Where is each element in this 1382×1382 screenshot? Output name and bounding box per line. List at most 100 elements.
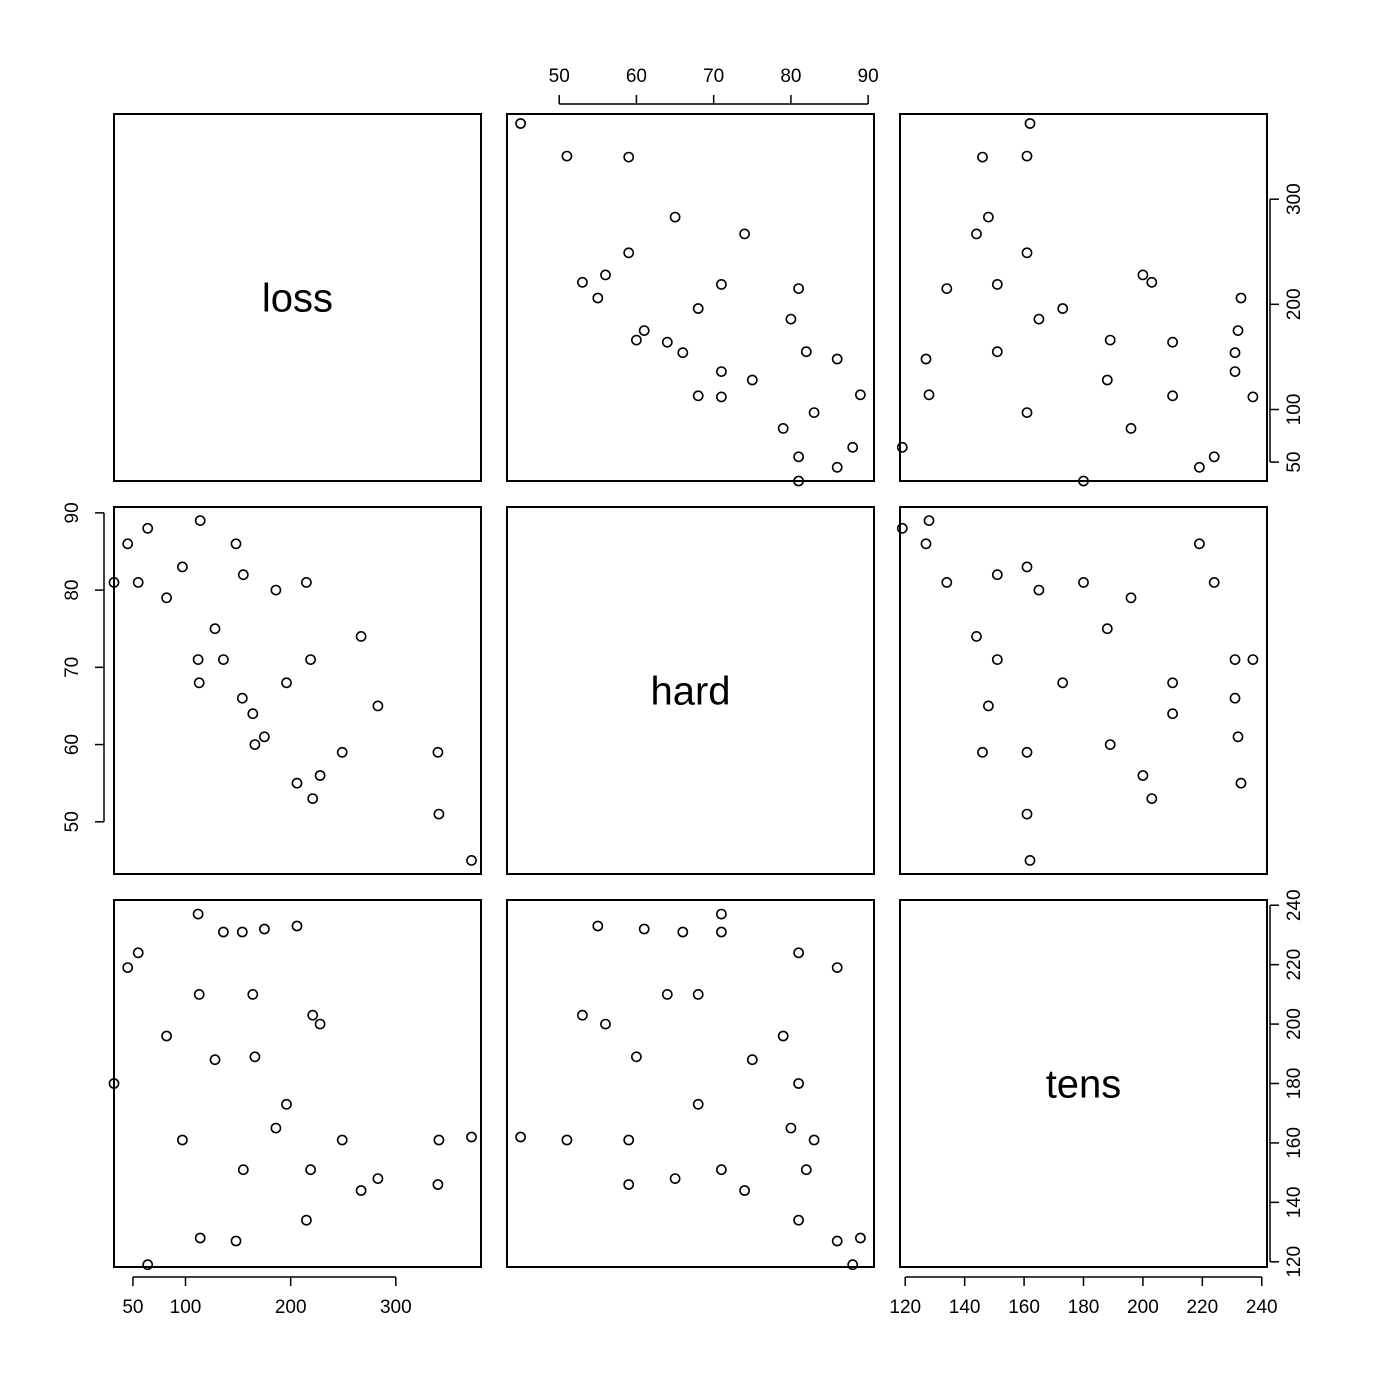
x-tick-label-hard: 90 xyxy=(858,66,879,87)
panel-frame-loss-tens xyxy=(899,113,1268,482)
point-loss-vs-tens xyxy=(1194,461,1205,473)
point-loss-vs-tens xyxy=(1021,150,1033,162)
y-tick-label-loss: 300 xyxy=(1284,183,1305,215)
y-tick-label-loss: 50 xyxy=(1284,452,1305,473)
y-tick-label-hard: 90 xyxy=(62,502,83,523)
point-loss-vs-hard xyxy=(716,278,727,290)
point-hard-vs-loss xyxy=(237,569,249,581)
point-tens-vs-loss xyxy=(192,908,204,920)
point-tens-vs-hard xyxy=(716,1164,727,1176)
point-loss-vs-tens xyxy=(923,389,935,401)
point-tens-vs-loss xyxy=(307,1009,319,1021)
point-hard-vs-tens xyxy=(1232,731,1244,743)
y-tick-label-tens: 240 xyxy=(1284,889,1305,921)
point-tens-vs-loss xyxy=(300,1214,312,1226)
point-loss-vs-hard xyxy=(808,407,820,418)
point-tens-vs-loss xyxy=(236,926,248,938)
point-loss-vs-hard xyxy=(600,269,611,281)
point-tens-vs-loss xyxy=(355,1185,367,1196)
point-hard-vs-tens xyxy=(991,654,1003,665)
point-tens-vs-loss xyxy=(132,947,144,959)
point-hard-vs-tens xyxy=(920,538,932,550)
point-tens-vs-hard xyxy=(692,989,704,1000)
point-hard-vs-tens xyxy=(971,631,982,642)
point-tens-vs-loss xyxy=(108,1078,120,1089)
point-tens-vs-loss xyxy=(247,989,259,1000)
point-hard-vs-loss xyxy=(194,515,206,526)
point-tens-vs-loss xyxy=(258,923,270,935)
point-loss-vs-tens xyxy=(920,353,932,365)
point-hard-vs-tens xyxy=(1247,654,1259,665)
point-hard-vs-loss xyxy=(249,739,261,750)
point-hard-vs-tens xyxy=(1167,708,1178,720)
point-tens-vs-loss xyxy=(433,1134,445,1146)
point-loss-vs-tens xyxy=(1208,451,1220,463)
point-loss-vs-hard xyxy=(800,346,812,358)
point-loss-vs-tens xyxy=(1167,336,1178,348)
point-loss-vs-tens xyxy=(1167,390,1178,402)
point-loss-vs-tens xyxy=(1104,334,1116,346)
point-hard-vs-loss xyxy=(108,577,120,588)
point-loss-vs-tens xyxy=(1078,475,1089,487)
point-hard-vs-loss xyxy=(307,793,319,804)
point-hard-vs-tens xyxy=(983,700,994,712)
x-tick-label-hard: 70 xyxy=(703,66,724,87)
point-hard-vs-tens xyxy=(941,577,953,588)
point-hard-vs-loss xyxy=(217,654,229,665)
point-tens-vs-hard xyxy=(831,962,843,973)
point-tens-vs-hard xyxy=(847,1259,859,1271)
point-loss-vs-hard xyxy=(855,389,866,401)
point-tens-vs-loss xyxy=(372,1173,384,1184)
point-tens-vs-loss xyxy=(432,1179,444,1190)
panel-frame-hard-tens xyxy=(899,506,1268,875)
point-tens-vs-hard xyxy=(785,1122,797,1134)
point-loss-vs-tens xyxy=(1247,391,1259,403)
x-tick-label-hard: 60 xyxy=(626,66,647,87)
point-hard-vs-loss xyxy=(193,677,205,689)
panel-frame-tens-loss xyxy=(113,899,482,1268)
point-tens-vs-loss xyxy=(193,989,205,1000)
point-tens-vs-hard xyxy=(592,920,604,932)
point-tens-vs-hard xyxy=(515,1131,526,1143)
x-tick-label-hard: 50 xyxy=(549,66,570,87)
point-loss-vs-tens xyxy=(1125,422,1137,434)
point-loss-vs-hard xyxy=(669,211,681,223)
point-hard-vs-loss xyxy=(355,631,367,642)
x-tick-label-tens: 180 xyxy=(1068,1297,1100,1318)
x-tick-label-loss: 100 xyxy=(170,1297,202,1318)
point-loss-vs-hard xyxy=(623,151,635,163)
point-tens-vs-loss xyxy=(237,1164,249,1176)
point-hard-vs-loss xyxy=(300,577,312,588)
point-tens-vs-hard xyxy=(692,1098,704,1110)
point-loss-vs-tens xyxy=(991,346,1003,358)
point-tens-vs-loss xyxy=(466,1131,477,1143)
point-hard-vs-loss xyxy=(122,538,134,550)
point-hard-vs-loss xyxy=(305,654,316,665)
point-hard-vs-loss xyxy=(132,577,144,588)
point-loss-vs-hard xyxy=(716,391,727,403)
point-loss-vs-hard xyxy=(577,276,588,288)
point-tens-vs-loss xyxy=(161,1030,172,1042)
point-tens-vs-loss xyxy=(122,962,134,973)
point-loss-vs-hard xyxy=(623,247,635,259)
point-tens-vs-hard xyxy=(661,989,673,1000)
diagonal-label-tens: tens xyxy=(1046,1063,1122,1107)
point-loss-vs-tens xyxy=(1021,247,1033,259)
y-tick-label-hard: 80 xyxy=(62,580,83,601)
point-loss-vs-tens xyxy=(1033,313,1045,325)
point-tens-vs-hard xyxy=(638,923,650,935)
point-tens-vs-hard xyxy=(561,1134,573,1146)
point-loss-vs-hard xyxy=(661,336,673,348)
point-tens-vs-loss xyxy=(194,1232,206,1244)
point-hard-vs-tens xyxy=(1057,677,1069,689)
point-hard-vs-tens xyxy=(896,522,908,534)
point-hard-vs-tens xyxy=(1125,592,1137,604)
point-tens-vs-hard xyxy=(716,908,727,920)
point-tens-vs-hard xyxy=(577,1009,588,1021)
x-tick-label-loss: 50 xyxy=(122,1297,143,1318)
point-loss-vs-hard xyxy=(831,461,843,473)
point-tens-vs-hard xyxy=(716,926,727,938)
y-tick-label-hard: 50 xyxy=(62,811,83,832)
point-loss-vs-tens xyxy=(1232,325,1244,336)
